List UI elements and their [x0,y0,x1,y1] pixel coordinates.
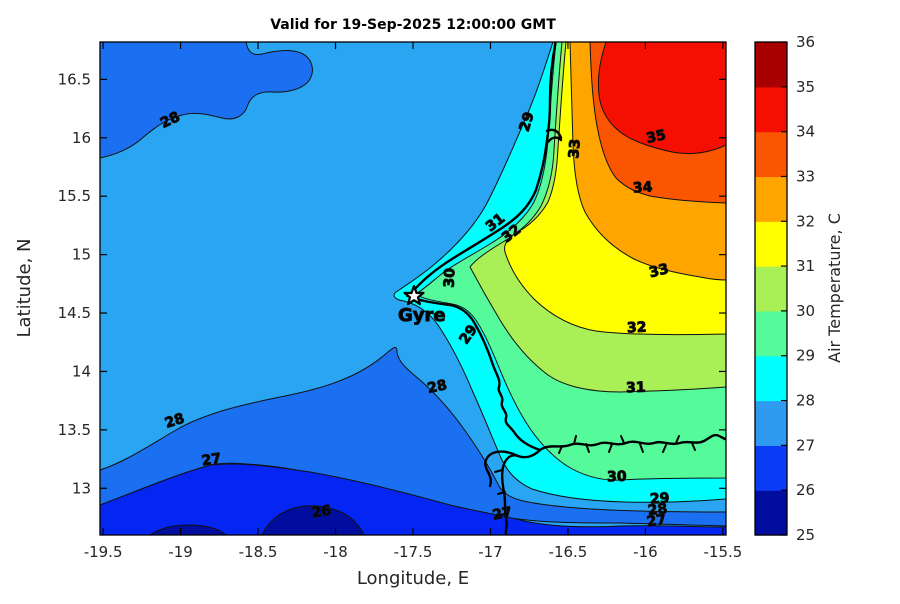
colorbar-band [755,490,787,536]
x-tick-label: -16 [633,543,658,561]
y-tick-label: 15.5 [58,187,91,205]
contour-label-27: 27 [201,451,223,470]
colorbar-tick-label: 31 [796,257,815,275]
coastline-main [405,42,557,452]
contour-label-27: 27 [491,504,513,523]
contour-label-30: 30 [442,267,459,288]
coastline-lagoon [484,450,520,488]
y-tick-label: 14.5 [58,304,91,322]
map-area: Gyre 28282726282729333029313235343332313… [100,42,726,535]
plot-title: Valid for 19-Sep-2025 12:00:00 GMT [270,17,556,33]
x-tick-label: -18.5 [239,543,278,561]
x-tick-label: -19 [168,543,193,561]
colorbar-tick-label: 26 [796,481,815,499]
y-tick-label: 16 [72,129,91,147]
contour-label-28: 28 [647,501,668,519]
gyre-marker-label: Gyre [398,305,446,326]
colorbar-tick-label: 25 [796,526,815,544]
colorbar-band [755,42,787,88]
colorbar-band [755,445,787,491]
axis-ticks [100,42,726,535]
colorbar-band [755,400,787,446]
colorbar-tick-label: 28 [796,392,815,410]
y-tick-label: 13.5 [58,421,91,439]
colorbar-label: Air Temperature, C [825,213,844,363]
colorbar-frame [754,41,788,536]
axes-frame [99,41,727,536]
contour-label-34: 34 [632,179,653,196]
contour-label-26: 26 [311,503,333,522]
x-tick-label: -15.5 [703,543,742,561]
gyre-star-marker [403,284,425,306]
colorbar: 25 26 27 28 29 30 31 32 33 34 35 36 [755,33,815,544]
contour-labels: 2828272628272933302931323534333231302928… [158,109,671,531]
region-26-27-south [100,463,726,535]
colorbar-tick-label: 27 [796,436,815,454]
contour-label-28: 28 [426,377,448,397]
contour-label-31: 31 [626,380,646,397]
colorbar-band [755,355,787,402]
colorbar-tick-label: 29 [796,347,815,365]
y-tick-label: 15 [72,246,91,264]
colorbar-band [755,310,787,357]
colorbar-band [755,86,787,133]
x-tick-label: -17.5 [394,543,433,561]
region-ge-35 [597,42,726,155]
coastline-inlet [545,128,563,144]
region-27-28-northwest [100,42,313,159]
contour-label-29: 29 [517,110,538,133]
colorbar-band [755,176,787,222]
x-axis-label: Longitude, E [357,568,469,589]
region-lt-26 [149,505,365,535]
y-tick-label: 16.5 [58,70,91,88]
contour-label-27: 27 [646,512,668,531]
colorbar-band [755,131,787,178]
contour-label-33: 33 [648,261,671,281]
contour-label-30: 30 [607,469,627,486]
x-tick-label: -16.5 [549,543,588,561]
colorbar-band [755,266,787,312]
coastline-south [500,448,542,535]
colorbar-tick-label: 32 [796,212,815,230]
y-axis-label: Latitude, N [14,239,35,338]
x-tick-label: -19.5 [84,543,123,561]
contour-label-29: 29 [649,490,670,507]
x-tick-label: -18 [323,543,348,561]
colorbar-tick-label: 35 [796,78,815,96]
colorbar-tick-label: 34 [796,123,815,141]
colorbar-band [755,221,787,267]
colorbar-tick-label: 30 [796,302,815,320]
contour-label-28: 28 [163,411,186,432]
contour-label-35: 35 [645,127,667,147]
y-tick-label: 14 [72,362,91,380]
colorbar-tick-label: 36 [796,33,815,51]
axis-tick-labels: -19.5 -19 -18.5 -18 -17.5 -17 -16.5 -16 -15.5 13 1… [58,70,743,561]
contour-label-33: 33 [566,138,584,159]
contour-label-32: 32 [627,320,647,337]
colorbar-tick-label: 33 [796,167,815,185]
river-tributaries [494,435,696,516]
coastline [405,42,726,535]
x-tick-label: -17 [478,543,503,561]
y-tick-label: 13 [72,479,91,497]
